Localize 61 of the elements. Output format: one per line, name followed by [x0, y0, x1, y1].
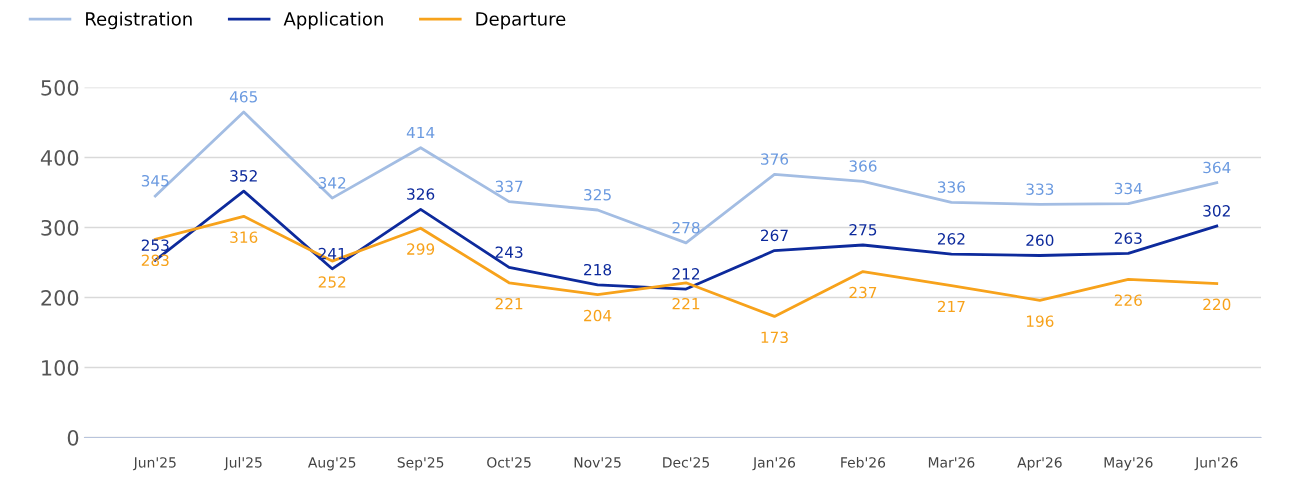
- x-tick-label: Dec'25: [663, 457, 709, 468]
- x-tick-label: Jan'26: [752, 457, 796, 471]
- data-label: 352: [230, 170, 257, 182]
- x-tick-label: Mar'26: [928, 457, 975, 468]
- x-tick-label: Sep'25: [397, 457, 444, 471]
- data-label: 212: [672, 268, 700, 280]
- data-label: 226: [1114, 294, 1142, 306]
- x-tick-label: Apr'26: [1017, 457, 1062, 471]
- data-label: 345: [141, 174, 169, 187]
- data-label: 260: [1026, 234, 1054, 247]
- data-label: 221: [495, 297, 523, 310]
- data-label: 252: [318, 276, 346, 288]
- data-label: 376: [761, 153, 789, 165]
- x-tick-label: May'26: [1104, 457, 1153, 471]
- data-label: 241: [318, 247, 346, 260]
- data-label: 263: [1114, 232, 1142, 244]
- data-label: 366: [849, 160, 877, 172]
- data-label: 283: [141, 254, 169, 267]
- data-label: 337: [495, 180, 523, 193]
- data-label: 218: [584, 263, 612, 276]
- data-label: 316: [230, 231, 258, 243]
- x-tick-label: Jun'26: [1194, 457, 1238, 471]
- data-label: 204: [584, 309, 612, 322]
- data-label: 302: [1203, 205, 1230, 217]
- y-tick-label: 100: [42, 359, 79, 376]
- legend-label: Registration: [86, 11, 192, 30]
- data-label: 364: [1203, 161, 1231, 174]
- x-tick-label: Aug'25: [307, 457, 356, 471]
- x-tick-label: Jul'25: [223, 456, 262, 471]
- x-tick-label: Oct'25: [487, 457, 531, 468]
- data-label: 243: [495, 246, 523, 258]
- data-label: 333: [1026, 183, 1054, 195]
- data-label: 221: [672, 297, 700, 310]
- x-tick-label: Feb'26: [841, 456, 886, 468]
- data-label: 173: [761, 331, 788, 344]
- data-label: 465: [229, 90, 257, 103]
- data-label: 336: [937, 181, 966, 193]
- data-label: 325: [584, 188, 611, 201]
- data-label: 237: [849, 286, 877, 299]
- data-label: 278: [672, 221, 700, 234]
- data-label: 267: [761, 229, 788, 242]
- data-label: 220: [1203, 298, 1231, 311]
- y-tick-label: 200: [41, 289, 79, 306]
- legend-label: Departure: [476, 12, 566, 30]
- y-tick-label: 500: [41, 79, 79, 96]
- x-tick-label: Nov'25: [574, 457, 621, 468]
- data-label: 253: [141, 239, 169, 251]
- data-label: 326: [407, 188, 435, 200]
- data-label: 262: [937, 233, 965, 245]
- data-label: 414: [406, 126, 435, 139]
- data-label: 217: [937, 300, 965, 313]
- y-tick-label: 400: [40, 149, 79, 166]
- y-tick-label: 0: [67, 429, 79, 446]
- data-label: 299: [407, 243, 435, 255]
- data-label: 275: [849, 223, 877, 236]
- x-tick-label: Jun'25: [132, 457, 176, 471]
- data-label: 196: [1026, 315, 1054, 327]
- data-label: 334: [1114, 182, 1143, 195]
- y-tick-label: 300: [41, 219, 79, 236]
- data-label: 342: [318, 177, 346, 189]
- legend-label: Application: [283, 11, 383, 30]
